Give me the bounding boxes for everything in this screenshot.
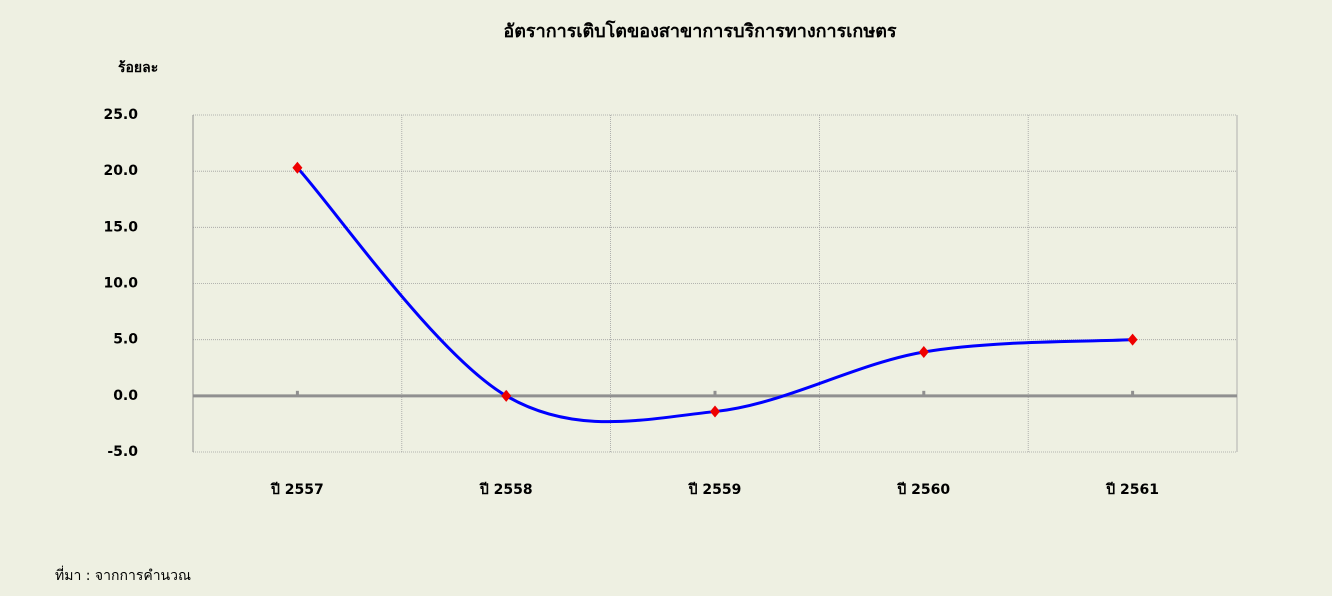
x-tick-label: ปี 2559 <box>687 482 741 498</box>
x-tick-label: ปี 2560 <box>896 482 950 498</box>
marker <box>292 161 303 174</box>
marker <box>501 389 512 402</box>
y-tick-label: 5.0 <box>113 332 138 348</box>
y-tick-label: -5.0 <box>107 444 138 460</box>
y-tick-label: 20.0 <box>103 163 138 179</box>
marker <box>918 346 929 359</box>
x-tick-label: ปี 2558 <box>478 482 532 498</box>
y-tick-label: 0.0 <box>113 388 138 404</box>
marker <box>1127 333 1138 346</box>
chart-title: อัตราการเติบโตของสาขาการบริการทางการเกษต… <box>503 20 896 42</box>
y-tick-label: 15.0 <box>103 219 138 235</box>
y-tick-label: 10.0 <box>103 276 138 292</box>
source-note: ที่มา : จากการคำนวณ <box>55 566 191 584</box>
x-tick-label: ปี 2557 <box>270 482 324 498</box>
line <box>296 166 1133 424</box>
marker <box>710 405 720 418</box>
x-tick-label: ปี 2561 <box>1105 482 1159 498</box>
y-axis-label: ร้อยละ <box>118 60 158 76</box>
y-tick-label: 25.0 <box>103 107 138 123</box>
